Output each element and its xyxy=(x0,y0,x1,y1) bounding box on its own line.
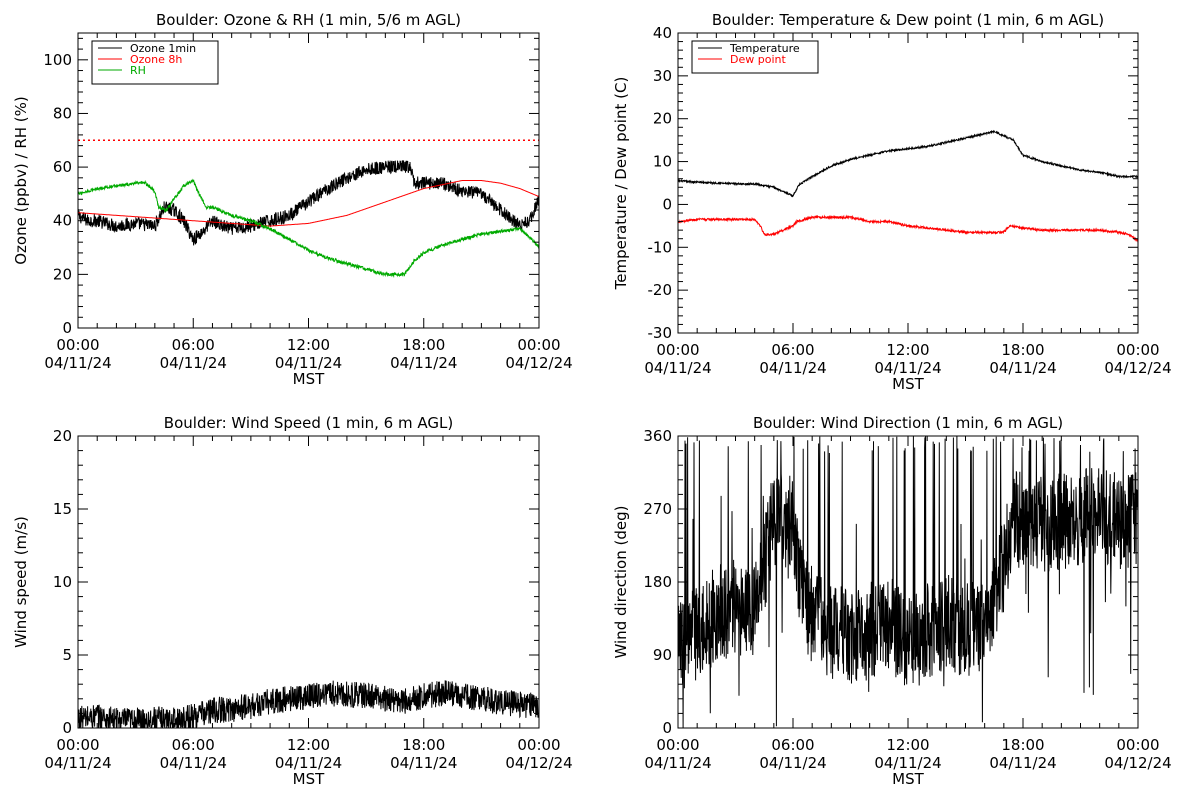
x-tick-label-time: 18:00 xyxy=(1001,736,1044,754)
plot-frame xyxy=(77,435,540,729)
x-tick-label-time: 12:00 xyxy=(886,736,929,754)
x-tick-label-date: 04/11/24 xyxy=(644,754,711,772)
chart-title: Boulder: Wind Speed (1 min, 6 m AGL) xyxy=(164,414,453,432)
legend-label: Temperature xyxy=(729,42,800,55)
x-axis-label: MST xyxy=(892,770,924,788)
x-tick-label-time: 00:00 xyxy=(56,336,99,354)
y-tick-label: 360 xyxy=(643,427,672,445)
x-tick-label-time: 06:00 xyxy=(771,341,814,359)
series-line-ozone-8h xyxy=(78,180,539,227)
x-tick-label-date: 04/11/24 xyxy=(644,359,711,377)
y-tick-label: 40 xyxy=(653,24,672,42)
y-tick-label: 0 xyxy=(662,719,672,737)
legend-box xyxy=(691,40,819,74)
x-tick-label-date: 04/11/24 xyxy=(874,754,941,772)
x-tick-label-date: 04/12/24 xyxy=(505,354,572,372)
chart-panel-wind-direction: Boulder: Wind Direction (1 min, 6 m AGL)… xyxy=(612,414,1172,788)
x-axis-label: MST xyxy=(293,370,325,388)
chart-panel-ozone: Boulder: Ozone & RH (1 min, 5/6 m AGL) Oz… xyxy=(12,11,573,388)
x-tick-label-date: 04/11/24 xyxy=(390,754,457,772)
x-tick-label-date: 04/12/24 xyxy=(1104,359,1171,377)
legend-label: Ozone 1min xyxy=(130,42,196,55)
y-tick-label: 180 xyxy=(643,573,672,591)
x-tick-label-time: 18:00 xyxy=(402,336,445,354)
y-tick-label: 60 xyxy=(53,158,72,176)
y-tick-label: 100 xyxy=(43,51,72,69)
y-tick-label: -10 xyxy=(648,238,673,256)
y-tick-label: 80 xyxy=(53,104,72,122)
x-tick-label-date: 04/12/24 xyxy=(1104,754,1171,772)
y-tick-label: 10 xyxy=(53,573,72,591)
x-tick-label-time: 18:00 xyxy=(402,736,445,754)
x-tick-label-time: 06:00 xyxy=(771,736,814,754)
x-tick-label-time: 00:00 xyxy=(517,736,560,754)
x-tick-label-date: 04/11/24 xyxy=(160,754,227,772)
y-tick-label: 20 xyxy=(53,427,72,445)
x-tick-label-date: 04/11/24 xyxy=(275,354,342,372)
y-tick-label: 40 xyxy=(53,212,72,230)
y-tick-label: 20 xyxy=(53,265,72,283)
y-tick-label: 20 xyxy=(653,110,672,128)
x-tick-label-date: 04/11/24 xyxy=(44,354,111,372)
chart-title: Boulder: Wind Direction (1 min, 6 m AGL) xyxy=(753,414,1063,432)
chart-panel-wind-speed: Boulder: Wind Speed (1 min, 6 m AGL) Wind… xyxy=(12,414,573,788)
series-line-dew-point xyxy=(678,214,1138,243)
x-tick-label-date: 04/11/24 xyxy=(989,754,1056,772)
series-line-wind-direction xyxy=(678,436,1138,728)
series-line-ozone-1min xyxy=(78,159,539,246)
y-tick-label: 10 xyxy=(653,153,672,171)
y-tick-label: 0 xyxy=(62,319,72,337)
y-tick-label: 0 xyxy=(662,195,672,213)
x-axis-label: MST xyxy=(892,375,924,393)
y-axis-label: Temperature / Dew point (C) xyxy=(612,77,630,291)
x-tick-label-time: 00:00 xyxy=(656,736,699,754)
series-line-rh xyxy=(78,178,539,278)
y-axis-label: Ozone (ppbv) / RH (%) xyxy=(12,96,30,265)
y-tick-label: 15 xyxy=(53,500,72,518)
x-tick-label-date: 04/11/24 xyxy=(390,354,457,372)
chart-title: Boulder: Temperature & Dew point (1 min,… xyxy=(712,11,1104,29)
y-tick-label: 5 xyxy=(62,646,72,664)
x-axis-label: MST xyxy=(293,770,325,788)
y-axis-label: Wind direction (deg) xyxy=(612,506,630,659)
x-tick-label-date: 04/11/24 xyxy=(759,359,826,377)
chart-panel-temperature: Boulder: Temperature & Dew point (1 min,… xyxy=(612,11,1172,393)
legend-label: RH xyxy=(130,64,146,77)
x-tick-label-time: 00:00 xyxy=(517,336,560,354)
y-tick-label: 30 xyxy=(653,67,672,85)
x-tick-label-date: 04/11/24 xyxy=(874,359,941,377)
x-tick-label-date: 04/11/24 xyxy=(989,359,1056,377)
y-tick-label: -30 xyxy=(648,324,673,342)
x-tick-label-date: 04/11/24 xyxy=(759,754,826,772)
series-line-temperature xyxy=(678,129,1138,198)
x-tick-label-time: 12:00 xyxy=(287,336,330,354)
x-tick-label-time: 12:00 xyxy=(886,341,929,359)
x-tick-label-time: 00:00 xyxy=(1116,736,1159,754)
y-tick-label: -20 xyxy=(648,281,673,299)
x-tick-label-time: 18:00 xyxy=(1001,341,1044,359)
x-tick-label-time: 06:00 xyxy=(172,336,215,354)
chart-title: Boulder: Ozone & RH (1 min, 5/6 m AGL) xyxy=(156,11,461,29)
plot-frame xyxy=(677,32,1139,334)
x-tick-label-time: 00:00 xyxy=(656,341,699,359)
legend-label: Dew point xyxy=(730,53,786,66)
y-tick-label: 90 xyxy=(653,646,672,664)
y-axis-label: Wind speed (m/s) xyxy=(12,516,30,648)
x-tick-label-date: 04/11/24 xyxy=(44,754,111,772)
x-tick-label-time: 00:00 xyxy=(1116,341,1159,359)
x-tick-label-date: 04/11/24 xyxy=(160,354,227,372)
x-tick-label-date: 04/11/24 xyxy=(275,754,342,772)
x-tick-label-time: 12:00 xyxy=(287,736,330,754)
y-tick-label: 270 xyxy=(643,500,672,518)
y-tick-label: 0 xyxy=(62,719,72,737)
legend-label: Ozone 8h xyxy=(130,53,182,66)
x-tick-label-time: 00:00 xyxy=(56,736,99,754)
x-tick-label-date: 04/12/24 xyxy=(505,754,572,772)
series-line-wind-speed xyxy=(78,680,539,728)
x-tick-label-time: 06:00 xyxy=(172,736,215,754)
